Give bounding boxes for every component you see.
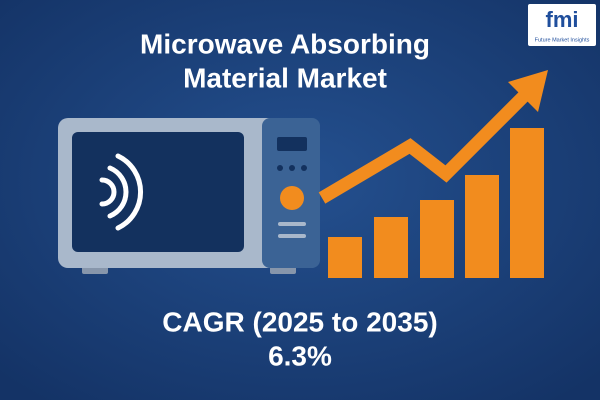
logo-box — [528, 4, 596, 46]
title-line: Microwave Absorbing — [140, 28, 430, 59]
microwave-icon — [58, 118, 320, 274]
cagr-label: CAGR (2025 to 2035) — [162, 306, 437, 337]
cagr-value: 6.3% — [268, 340, 332, 371]
logo: fmi Future Market Insights — [528, 4, 596, 46]
growth-icon — [318, 70, 548, 278]
logo-mark: fmi — [546, 7, 579, 32]
logo-name: Future Market Insights — [535, 37, 590, 43]
title-line: Material Market — [183, 62, 387, 93]
